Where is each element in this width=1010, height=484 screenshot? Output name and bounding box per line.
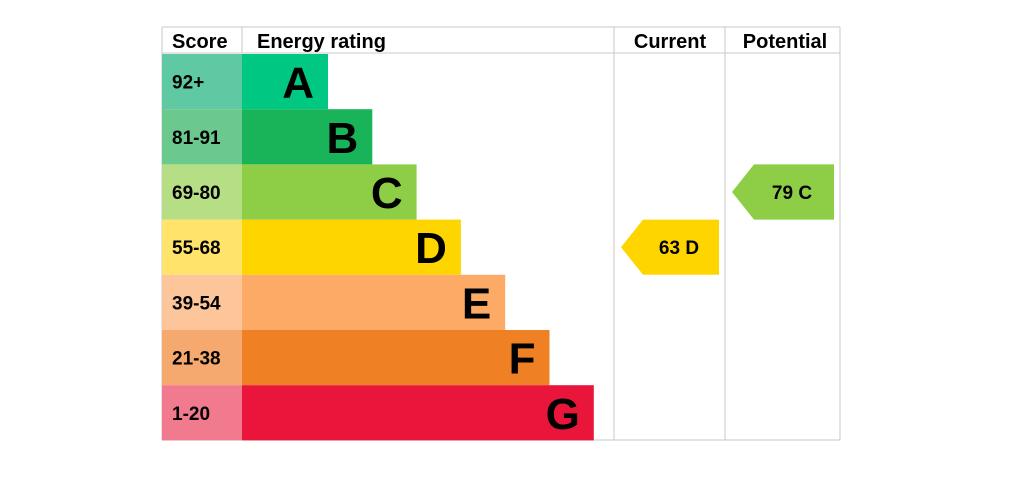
current-rating-arrow: 63 D — [621, 219, 719, 275]
score-range-c: 69-80 — [172, 183, 221, 204]
header-row: Score Energy rating Current Potential — [172, 31, 827, 53]
score-range-b: 81-91 — [172, 128, 221, 149]
rating-letter-g: G — [546, 390, 580, 439]
current-rating-arrow-shape — [621, 219, 719, 275]
rating-bar-a — [242, 54, 328, 110]
score-cell-a — [162, 54, 242, 110]
score-range-f: 21-38 — [172, 349, 221, 370]
score-cell-e — [162, 274, 242, 330]
score-range-g: 1-20 — [172, 404, 210, 425]
rating-letter-c: C — [371, 169, 403, 218]
rating-bar-f — [242, 330, 550, 386]
rating-bar-g — [242, 385, 594, 441]
rating-bar-e — [242, 274, 506, 330]
rating-letter-f: F — [509, 335, 536, 384]
band-c: 69-80 C — [162, 164, 417, 220]
score-cell-f — [162, 330, 242, 386]
potential-rating-arrow-shape — [732, 164, 834, 220]
potential-rating-arrow: 79 C — [732, 164, 834, 220]
band-b: 81-91 B — [162, 109, 373, 165]
rating-bar-b — [242, 109, 373, 165]
band-f: 21-38 F — [162, 330, 550, 386]
score-cell-c — [162, 164, 242, 220]
rating-letter-d: D — [415, 224, 447, 273]
rating-arrows: 63 D 79 C — [621, 164, 834, 275]
potential-rating-arrow-label: 79 C — [772, 183, 812, 204]
potential-header: Potential — [743, 31, 827, 53]
score-range-d: 55-68 — [172, 238, 221, 259]
score-cell-b — [162, 109, 242, 165]
rating-letter-b: B — [327, 114, 359, 163]
rating-letter-a: A — [282, 59, 314, 108]
energy-rating-header: Energy rating — [257, 31, 386, 53]
score-cell-d — [162, 219, 242, 275]
rating-letter-e: E — [462, 279, 491, 328]
score-cell-g — [162, 385, 242, 441]
band-d: 55-68 D — [162, 219, 461, 275]
band-a: 92+ A — [162, 54, 328, 110]
score-range-a: 92+ — [172, 73, 204, 94]
rating-bar-d — [242, 219, 461, 275]
score-range-e: 39-54 — [172, 293, 221, 314]
current-header: Current — [634, 31, 707, 53]
rating-bands: 92+ A 81-91 B 69-80 C 55-68 D 39-54 E 21-38 F 1-20 G — [162, 54, 594, 441]
band-g: 1-20 G — [162, 385, 594, 441]
score-header: Score — [172, 31, 228, 53]
band-e: 39-54 E — [162, 274, 506, 330]
rating-bar-c — [242, 164, 417, 220]
current-rating-arrow-label: 63 D — [659, 238, 699, 259]
